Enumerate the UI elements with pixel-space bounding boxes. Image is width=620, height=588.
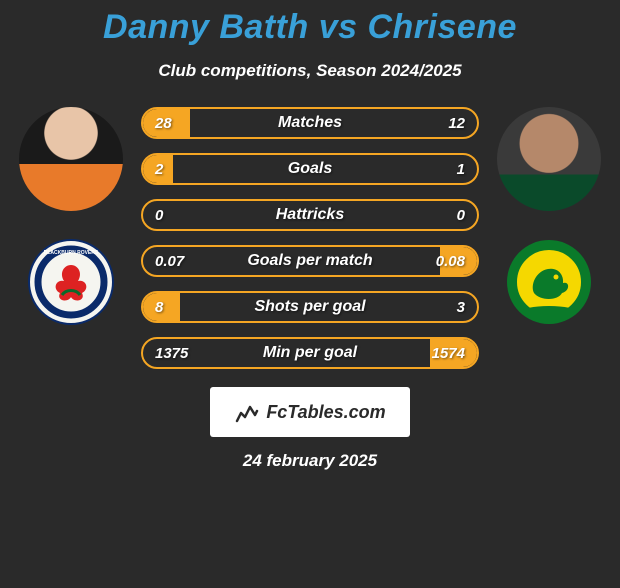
stat-label: Hattricks xyxy=(143,206,477,224)
comparison-layout: BLACKBURN ROVERS 28Matches12 2Goals1 0Hatt… xyxy=(0,107,620,369)
player-right-club-badge xyxy=(506,239,592,325)
stat-value-right: 0 xyxy=(457,207,465,224)
stat-row: 0Hattricks0 xyxy=(141,199,479,231)
brand-icon xyxy=(234,399,260,425)
player-left-club-badge: BLACKBURN ROVERS xyxy=(28,239,114,325)
stats-column: 28Matches12 2Goals1 0Hattricks0 0.07Goals p… xyxy=(141,107,479,369)
stat-value-right: 3 xyxy=(457,299,465,316)
subtitle: Club competitions, Season 2024/2025 xyxy=(0,61,620,81)
date-text: 24 february 2025 xyxy=(0,451,620,471)
stat-row: 2Goals1 xyxy=(141,153,479,185)
stat-value-right: 1 xyxy=(457,161,465,178)
brand-box: FcTables.com xyxy=(210,387,410,437)
stat-label: Matches xyxy=(143,114,477,132)
stat-row: 8Shots per goal3 xyxy=(141,291,479,323)
left-side: BLACKBURN ROVERS xyxy=(19,107,123,325)
stat-label: Min per goal xyxy=(143,344,477,362)
stat-row: 28Matches12 xyxy=(141,107,479,139)
stat-row: 0.07Goals per match0.08 xyxy=(141,245,479,277)
stat-label: Goals xyxy=(143,160,477,178)
stat-value-right: 1574 xyxy=(432,345,465,362)
stat-label: Shots per goal xyxy=(143,298,477,316)
stat-label: Goals per match xyxy=(143,252,477,270)
right-side xyxy=(497,107,601,325)
stat-row: 1375Min per goal1574 xyxy=(141,337,479,369)
stat-value-right: 0.08 xyxy=(436,253,465,270)
page-title: Danny Batth vs Chrisene xyxy=(0,8,620,47)
brand-text: FcTables.com xyxy=(266,402,385,423)
player-right-avatar xyxy=(497,107,601,211)
player-left-avatar xyxy=(19,107,123,211)
stat-value-right: 12 xyxy=(448,115,465,132)
svg-text:BLACKBURN ROVERS: BLACKBURN ROVERS xyxy=(44,250,99,256)
